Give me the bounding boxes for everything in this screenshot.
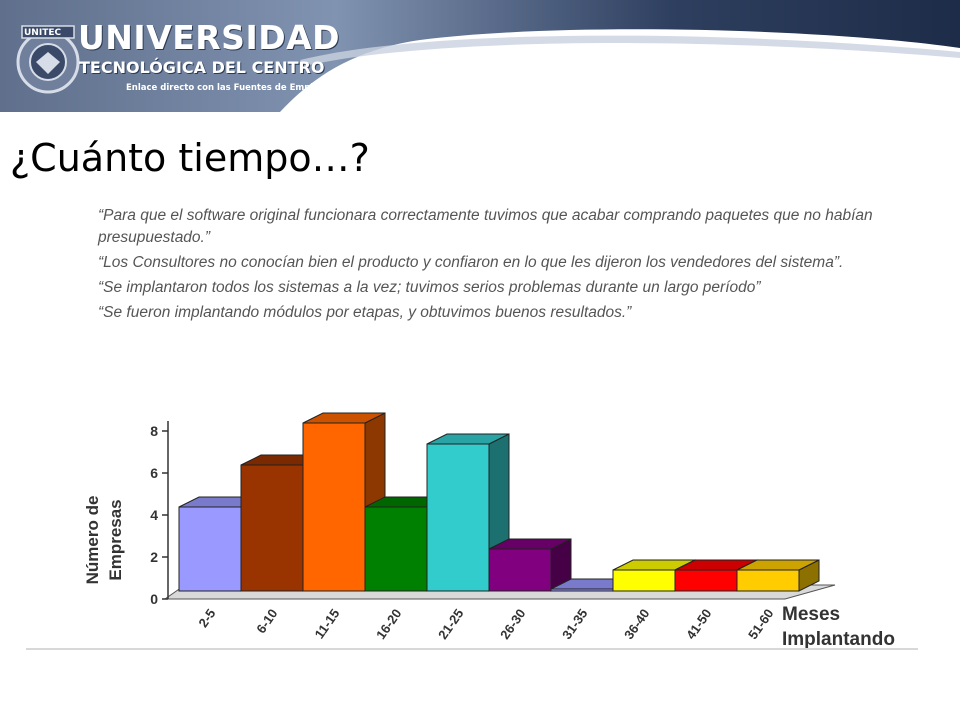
- header-background: [0, 0, 960, 112]
- x-axis-label-line2: Implantando: [782, 629, 895, 650]
- quote-2: “Los Consultores no conocían bien el pro…: [98, 254, 844, 271]
- bottom-divider: [26, 648, 918, 650]
- brand-title: UNIVERSIDAD: [78, 18, 341, 57]
- bar-front-face: [674, 569, 738, 592]
- quotes-block: “Para que el software original funcionar…: [98, 205, 918, 327]
- bar-front-face: [550, 588, 614, 592]
- y-tick-label: 6: [150, 465, 158, 481]
- bar-front-face: [426, 443, 490, 592]
- header-banner: UNITEC UNIVERSIDAD TECNOLÓGICA DEL CENTR…: [0, 0, 960, 118]
- bars-group: [178, 412, 820, 592]
- x-tick-label: 11-15: [312, 606, 343, 641]
- x-tick-label: 26-30: [497, 606, 528, 642]
- quote-3: “Se implantaron todos los sistemas a la …: [98, 279, 761, 296]
- brand-subtitle: TECNOLÓGICA DEL CENTRO: [79, 58, 325, 77]
- bar-front-face: [240, 464, 304, 592]
- quote-4: “Se fueron implantando módulos por etapa…: [98, 304, 632, 321]
- x-tick-labels: 2-5 6-10 11-15 16-20 21-25 26-30 31-35 36-40 41-…: [195, 606, 776, 642]
- bar-front-face: [612, 569, 676, 592]
- y-tick-label: 8: [150, 423, 158, 439]
- bar-front-face: [736, 569, 800, 592]
- x-tick-label: 16-20: [373, 606, 404, 642]
- y-axis-label-line2: Empresas: [106, 499, 125, 580]
- quote-1: “Para que el software original funcionar…: [98, 207, 873, 246]
- x-tick-label: 41-50: [683, 606, 714, 642]
- x-tick-label: 2-5: [195, 606, 218, 630]
- bar-front-face: [364, 506, 428, 592]
- brand-tagline: Enlace directo con las Fuentes de Empleo: [126, 83, 325, 93]
- bar-51-60: [736, 559, 820, 592]
- x-tick-label: 6-10: [253, 606, 280, 636]
- unitec-gear-logo: [16, 25, 80, 94]
- y-axis: 0 2 4 6 8: [150, 421, 169, 607]
- x-tick-label: 36-40: [621, 606, 652, 642]
- y-tick-label: 0: [150, 591, 158, 607]
- bar-front-face: [178, 506, 242, 592]
- slide-title: ¿Cuánto tiempo…?: [10, 136, 370, 180]
- y-axis-label-line1: Número de: [83, 496, 102, 585]
- y-tick-label: 4: [150, 507, 158, 523]
- x-tick-label: 51-60: [745, 606, 776, 642]
- bar-26-30: [488, 538, 572, 592]
- bar-front-face: [302, 422, 366, 592]
- logo-text: UNITEC: [24, 28, 62, 38]
- y-tick-label: 2: [150, 549, 158, 565]
- bar-front-face: [488, 548, 552, 592]
- x-axis-label-line1: Meses: [782, 604, 840, 625]
- x-tick-label: 21-25: [435, 606, 466, 642]
- x-tick-label: 31-35: [559, 606, 590, 642]
- axis-labels: Número de Empresas Meses Implantando: [83, 496, 895, 650]
